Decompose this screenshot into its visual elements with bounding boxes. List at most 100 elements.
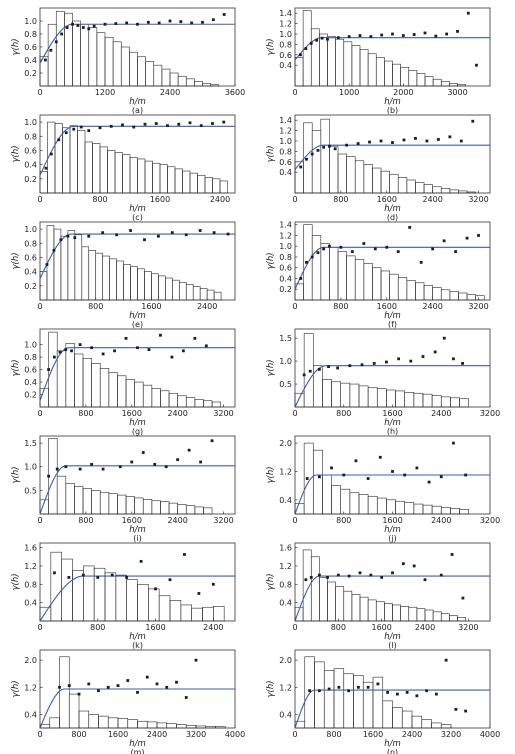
empirical-point bbox=[79, 125, 83, 129]
x-axis-title: h/m bbox=[384, 739, 401, 749]
x-axis-title: h/m bbox=[129, 632, 146, 642]
x-tick-label: 3200 bbox=[441, 730, 461, 739]
x-tick-label: 3000 bbox=[447, 88, 467, 97]
y-axis-title: γ(h) bbox=[11, 145, 21, 162]
empirical-point bbox=[464, 709, 468, 713]
y-tick-label: 1.2 bbox=[279, 467, 292, 476]
y-tick-label: 1.5 bbox=[24, 439, 37, 448]
model-curve bbox=[39, 233, 235, 279]
histogram-bar bbox=[375, 57, 385, 87]
histogram-bar bbox=[400, 606, 410, 622]
histogram-bar bbox=[319, 577, 328, 622]
histogram-bar bbox=[367, 387, 378, 408]
empirical-point bbox=[386, 690, 390, 694]
histogram-bar bbox=[115, 574, 127, 622]
histogram-bar bbox=[182, 170, 191, 194]
plot-frame bbox=[39, 328, 236, 408]
histogram-bar bbox=[129, 157, 138, 194]
empirical-point bbox=[445, 32, 449, 36]
histogram-bar bbox=[167, 166, 176, 194]
model-curve bbox=[294, 474, 490, 515]
histogram-bar bbox=[422, 393, 433, 408]
empirical-point bbox=[44, 58, 47, 62]
y-tick-label: 1.0 bbox=[24, 118, 37, 127]
histogram-bar bbox=[329, 145, 339, 194]
histogram-bar bbox=[432, 611, 442, 622]
histogram-bar bbox=[99, 146, 108, 194]
empirical-point bbox=[116, 684, 120, 688]
empirical-point bbox=[90, 346, 94, 350]
histogram-bar bbox=[411, 715, 423, 729]
empirical-point bbox=[315, 38, 319, 42]
empirical-point bbox=[115, 233, 119, 237]
histogram-bar bbox=[47, 23, 57, 87]
empirical-point bbox=[322, 247, 326, 251]
model-curve bbox=[294, 246, 490, 290]
histogram-bar bbox=[320, 243, 330, 301]
empirical-point bbox=[197, 592, 201, 595]
histogram-bar bbox=[108, 372, 118, 408]
empirical-point bbox=[193, 336, 197, 340]
histogram-bar bbox=[376, 388, 387, 408]
x-tick-label: 0 bbox=[292, 623, 297, 632]
empirical-point bbox=[454, 250, 457, 253]
empirical-point bbox=[130, 460, 134, 464]
histogram-bar bbox=[320, 118, 330, 194]
histogram-bar bbox=[116, 260, 124, 301]
model-curve bbox=[39, 465, 235, 515]
histogram-bar bbox=[174, 168, 183, 194]
empirical-point bbox=[403, 473, 407, 477]
empirical-point bbox=[317, 689, 321, 693]
histogram-bar bbox=[67, 230, 76, 301]
empirical-point bbox=[159, 333, 162, 337]
y-tick-label: 1.2 bbox=[279, 127, 292, 136]
histogram-bar bbox=[169, 600, 182, 622]
histogram-bar bbox=[349, 383, 360, 408]
histogram-bar bbox=[404, 502, 415, 515]
y-axis-title: γ(h) bbox=[266, 359, 276, 376]
empirical-point bbox=[302, 373, 306, 377]
histogram-bar bbox=[359, 49, 369, 87]
empirical-point bbox=[452, 357, 455, 361]
panel-f: 0 800 1600 2400 3200 0.2 0.40.6 0.8 1.0 1.21.4 h/m… bbox=[266, 221, 491, 329]
y-tick-label: 0.4 bbox=[279, 496, 292, 505]
model-curve bbox=[39, 688, 235, 729]
panel-label: (m) bbox=[130, 748, 144, 754]
histogram-bar bbox=[137, 158, 146, 194]
empirical-point bbox=[373, 247, 377, 251]
x-tick-label: 1600 bbox=[108, 730, 128, 739]
empirical-point bbox=[316, 251, 320, 255]
y-tick-label: 1.0 bbox=[279, 30, 292, 39]
y-tick-label: 1.4 bbox=[279, 9, 292, 18]
histogram-bar bbox=[432, 78, 442, 87]
histogram-bar bbox=[125, 496, 135, 515]
histogram-bar bbox=[459, 509, 469, 515]
histogram-bar bbox=[432, 186, 442, 194]
histogram-bar bbox=[395, 390, 405, 408]
histogram-bar bbox=[158, 275, 166, 301]
histogram-bar bbox=[337, 251, 347, 301]
y-axis-title: γ(h) bbox=[11, 38, 21, 55]
empirical-point bbox=[378, 455, 382, 459]
x-axis-title: h/m bbox=[129, 97, 146, 107]
y-tick-label: 0.4 bbox=[24, 378, 37, 387]
empirical-point bbox=[391, 32, 394, 36]
x-tick-label: 3200 bbox=[213, 516, 233, 525]
histogram-bar bbox=[65, 482, 75, 515]
histogram-bar bbox=[303, 333, 314, 408]
x-tick-label: 800 bbox=[333, 302, 348, 311]
empirical-point bbox=[304, 47, 308, 50]
histogram-bar bbox=[449, 189, 459, 194]
x-tick-label: 3200 bbox=[186, 730, 206, 739]
histogram-bar bbox=[416, 73, 426, 87]
empirical-point bbox=[72, 127, 76, 131]
histogram-bar bbox=[380, 170, 390, 194]
histogram-bar bbox=[400, 66, 410, 87]
histogram-bar bbox=[314, 661, 325, 729]
empirical-point bbox=[73, 236, 77, 239]
empirical-point bbox=[106, 685, 110, 689]
histogram-bar bbox=[351, 45, 361, 87]
histogram-bar bbox=[74, 353, 84, 408]
empirical-point bbox=[184, 696, 188, 699]
empirical-point bbox=[477, 234, 480, 237]
